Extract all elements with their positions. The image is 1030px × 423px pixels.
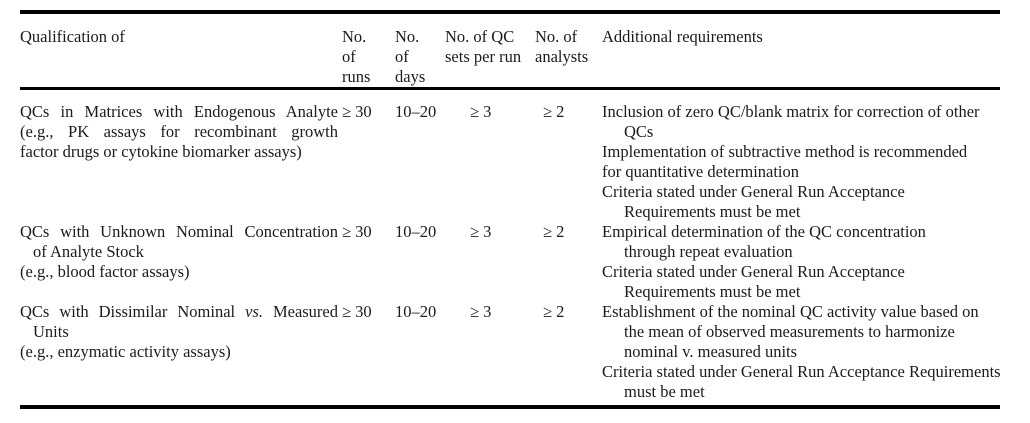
- requirement-line: Criteria stated under General Run Accept…: [602, 362, 1001, 381]
- requirement-line: Requirements must be met: [624, 202, 801, 221]
- qualification-line: QCs in Matrices with Endogenous Analyte: [20, 102, 338, 121]
- header-line: Additional requirements: [602, 27, 763, 46]
- cell-qualification: QCs in Matrices with Endogenous Analyte(…: [20, 102, 338, 162]
- cell-no-of-runs: ≥ 30: [342, 222, 395, 242]
- cell-no-of-days: 10–20: [395, 102, 445, 122]
- header-line: No.: [342, 27, 367, 46]
- qualification-table: Qualification of No. of runs No. of days No. of…: [20, 10, 1001, 409]
- cell-qualification: QCs with Dissimilar Nominal vs. Measured…: [20, 302, 338, 362]
- qualification-line: (e.g., enzymatic activity assays): [20, 342, 231, 361]
- qualification-line: Units: [33, 322, 69, 341]
- cell-no-of-analysts: ≥ 2: [535, 102, 602, 122]
- requirement-line: Criteria stated under General Run Accept…: [602, 182, 905, 201]
- header-cell-no-of-qc-sets-per-run: No. of QC sets per run: [445, 27, 535, 67]
- header-row: Qualification of No. of runs No. of days No. of…: [20, 14, 1000, 87]
- cell-qc-sets-per-run-value: ≥ 3: [470, 102, 492, 121]
- cell-no-of-runs: ≥ 30: [342, 102, 395, 122]
- cell-no-of-analysts-value: ≥ 2: [543, 302, 565, 321]
- qualification-line: (e.g., blood factor assays): [20, 262, 190, 281]
- cell-additional-requirements: Empirical determination of the QC concen…: [602, 222, 1000, 302]
- requirement-line: Criteria stated under General Run Accept…: [602, 262, 905, 281]
- cell-no-of-runs-value: ≥ 30: [342, 222, 372, 241]
- cell-qc-sets-per-run: ≥ 3: [445, 302, 535, 322]
- requirement-line: Requirements must be met: [624, 282, 801, 301]
- requirement-line: nominal v. measured units: [624, 342, 798, 361]
- table-rule-bottom: [20, 405, 1000, 409]
- header-line: sets per run: [445, 47, 522, 66]
- cell-no-of-analysts-value: ≥ 2: [543, 102, 565, 121]
- table-rule-mid: [20, 87, 1000, 90]
- requirement-line: for quantitative determination: [602, 162, 800, 181]
- cell-qc-sets-per-run: ≥ 3: [445, 102, 535, 122]
- cell-no-of-runs: ≥ 30: [342, 302, 395, 322]
- cell-qc-sets-per-run-value: ≥ 3: [470, 302, 492, 321]
- header-line: of: [342, 47, 356, 66]
- text-part: QCs with Dissimilar Nominal: [20, 302, 246, 321]
- qualification-line: QCs with Dissimilar Nominal vs. Measured: [20, 302, 338, 322]
- header-line: runs: [342, 67, 371, 86]
- table-rule-top: [20, 10, 1000, 14]
- cell-no-of-days: 10–20: [395, 302, 445, 322]
- header-line: No. of: [535, 27, 578, 46]
- requirement-line: Inclusion of zero QC/blank matrix for co…: [602, 102, 980, 121]
- qualification-line: of Analyte Stock: [33, 242, 144, 261]
- qualification-line: factor drugs or cytokine biomarker assay…: [20, 142, 302, 161]
- table-row: QCs in Matrices with Endogenous Analyte(…: [20, 102, 1000, 222]
- header-cell-qualification: Qualification of: [20, 27, 338, 47]
- table-row: QCs with Dissimilar Nominal vs. Measured…: [20, 302, 1001, 402]
- cell-qualification: QCs with Unknown Nominal Concentration of…: [20, 222, 338, 282]
- requirement-line: through repeat evaluation: [624, 242, 793, 261]
- header-line: days: [395, 67, 426, 86]
- table-row: QCs with Unknown Nominal Concentration of…: [20, 222, 1000, 302]
- qualification-line: (e.g., PK assays for recombinant growth: [20, 122, 338, 141]
- cell-additional-requirements: Establishment of the nominal QC activity…: [602, 302, 1001, 402]
- requirement-line: Empirical determination of the QC concen…: [602, 222, 926, 241]
- requirement-line: the mean of observed measurements to har…: [624, 322, 955, 341]
- cell-no-of-days-value: 10–20: [395, 102, 437, 121]
- requirement-line: must be met: [624, 382, 705, 401]
- cell-no-of-days-value: 10–20: [395, 222, 437, 241]
- requirement-line: Implementation of subtractive method is …: [602, 142, 968, 161]
- table-body: QCs in Matrices with Endogenous Analyte(…: [20, 90, 1001, 405]
- cell-no-of-analysts-value: ≥ 2: [543, 222, 565, 241]
- cell-qc-sets-per-run-value: ≥ 3: [470, 222, 492, 241]
- cell-no-of-analysts: ≥ 2: [535, 222, 602, 242]
- header-line: No.: [395, 27, 420, 46]
- requirement-line: Establishment of the nominal QC activity…: [602, 302, 979, 321]
- header-cell-no-of-runs: No. of runs: [342, 27, 395, 87]
- cell-no-of-analysts: ≥ 2: [535, 302, 602, 322]
- cell-no-of-days-value: 10–20: [395, 302, 437, 321]
- text-part: Measured: [262, 302, 339, 321]
- header-line: No. of QC: [445, 27, 515, 46]
- header-line: analysts: [535, 47, 589, 66]
- header-cell-no-of-analysts: No. of analysts: [535, 27, 602, 67]
- qualification-line: QCs with Unknown Nominal Concentration: [20, 222, 338, 241]
- cell-additional-requirements: Inclusion of zero QC/blank matrix for co…: [602, 102, 1000, 222]
- cell-no-of-days: 10–20: [395, 222, 445, 242]
- header-cell-additional-requirements: Additional requirements: [602, 27, 1000, 47]
- header-line: of: [395, 47, 409, 66]
- cell-no-of-runs-value: ≥ 30: [342, 302, 372, 321]
- cell-no-of-runs-value: ≥ 30: [342, 102, 372, 121]
- requirement-line: QCs: [624, 122, 654, 141]
- cell-qc-sets-per-run: ≥ 3: [445, 222, 535, 242]
- header-cell-no-of-days: No. of days: [395, 27, 445, 87]
- header-line: Qualification of: [20, 27, 125, 46]
- italic-abbreviation: vs.: [245, 302, 263, 321]
